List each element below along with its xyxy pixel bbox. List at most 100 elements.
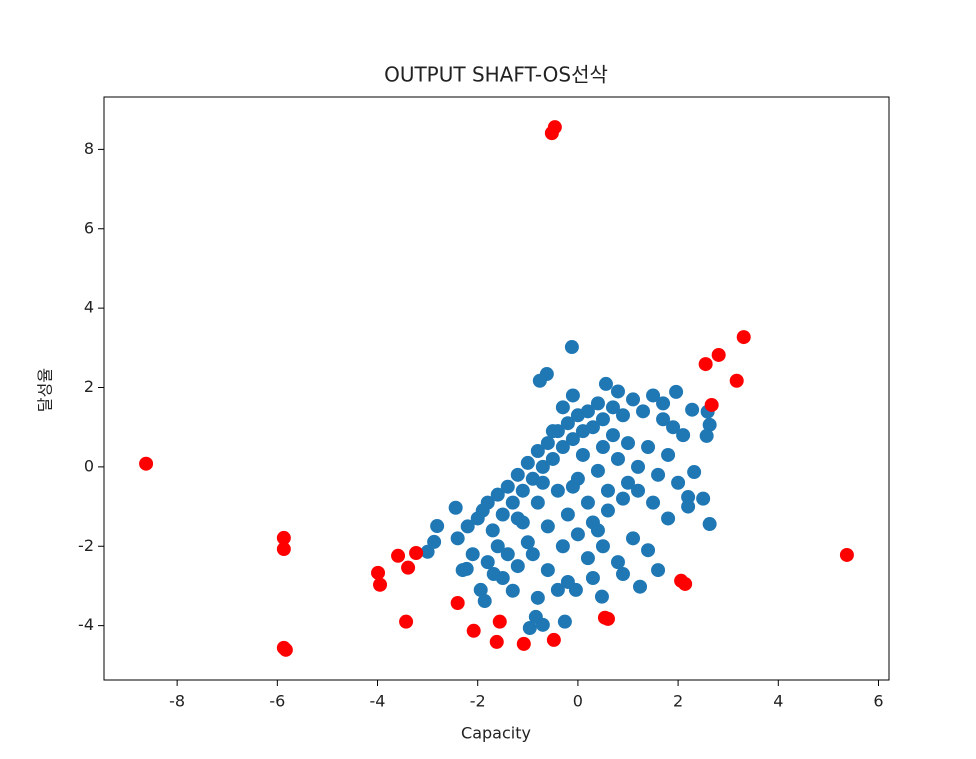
point: [565, 432, 580, 447]
y-tick-label: 6: [84, 218, 94, 237]
y-tick-label: 4: [84, 298, 94, 317]
point: [626, 392, 641, 407]
point: [633, 579, 648, 594]
point: [729, 373, 744, 388]
point: [450, 596, 465, 611]
point: [585, 420, 600, 435]
point: [492, 614, 507, 629]
y-tick-label: -4: [78, 615, 94, 634]
point: [615, 567, 630, 582]
point: [516, 636, 531, 651]
point: [595, 412, 610, 427]
x-tick-label: 2: [673, 692, 683, 711]
point: [610, 555, 625, 570]
point: [510, 467, 525, 482]
point: [278, 642, 293, 657]
point: [696, 491, 711, 506]
point: [580, 551, 595, 566]
point: [490, 487, 505, 502]
point: [530, 444, 545, 459]
point: [560, 507, 575, 522]
y-tick-label: -2: [78, 536, 94, 555]
point: [550, 483, 565, 498]
point: [704, 397, 719, 412]
point: [631, 459, 646, 474]
point: [656, 412, 671, 427]
point: [276, 530, 291, 545]
point: [678, 576, 693, 591]
point: [580, 404, 595, 419]
point: [550, 582, 565, 597]
point: [641, 543, 656, 558]
point: [473, 582, 488, 597]
point: [646, 388, 661, 403]
point: [546, 632, 561, 647]
point: [420, 544, 435, 559]
point: [500, 479, 515, 494]
point: [600, 611, 615, 626]
x-tick-label: 6: [873, 692, 883, 711]
point: [515, 515, 530, 530]
point: [535, 475, 550, 490]
point: [448, 500, 463, 515]
point: [661, 447, 676, 462]
point: [430, 519, 445, 534]
point: [460, 519, 475, 534]
point: [555, 440, 570, 455]
point: [450, 531, 465, 546]
x-tick-label: 0: [573, 692, 583, 711]
point: [540, 563, 555, 578]
point: [676, 428, 691, 443]
point: [530, 590, 545, 605]
point: [610, 451, 625, 466]
point: [485, 523, 500, 538]
point: [702, 417, 717, 432]
plot-frame: [103, 96, 890, 681]
point: [560, 416, 575, 431]
point: [555, 539, 570, 554]
point: [565, 388, 580, 403]
point: [557, 614, 572, 629]
point: [641, 440, 656, 455]
point: [522, 621, 537, 636]
point: [401, 560, 416, 575]
point: [598, 376, 613, 391]
point: [687, 465, 702, 480]
point: [510, 559, 525, 574]
point: [505, 583, 520, 598]
point: [495, 507, 510, 522]
point: [615, 408, 630, 423]
point: [545, 424, 560, 439]
point: [540, 436, 555, 451]
point: [699, 428, 714, 443]
point: [666, 420, 681, 435]
point: [621, 475, 636, 490]
point: [139, 456, 154, 471]
point: [595, 539, 610, 554]
point: [621, 436, 636, 451]
point: [373, 577, 388, 592]
chart-title: OUTPUT SHAFT-OS선삭: [384, 63, 608, 87]
point: [580, 495, 595, 510]
y-tick-label: 2: [84, 377, 94, 396]
point: [535, 617, 550, 632]
point: [626, 531, 641, 546]
point: [466, 623, 481, 638]
point: [594, 589, 609, 604]
point: [532, 373, 547, 388]
point: [455, 563, 470, 578]
point: [600, 483, 615, 498]
point: [681, 499, 696, 514]
point: [560, 574, 575, 589]
point: [399, 614, 414, 629]
x-tick-label: 4: [773, 692, 783, 711]
point: [651, 563, 666, 578]
point: [520, 535, 535, 550]
point: [711, 347, 726, 362]
point: [500, 547, 515, 562]
point: [505, 495, 520, 510]
x-tick-label: -4: [370, 692, 386, 711]
x-tick-label: -8: [169, 692, 185, 711]
y-tick-label: 0: [84, 456, 94, 475]
point: [698, 357, 713, 372]
